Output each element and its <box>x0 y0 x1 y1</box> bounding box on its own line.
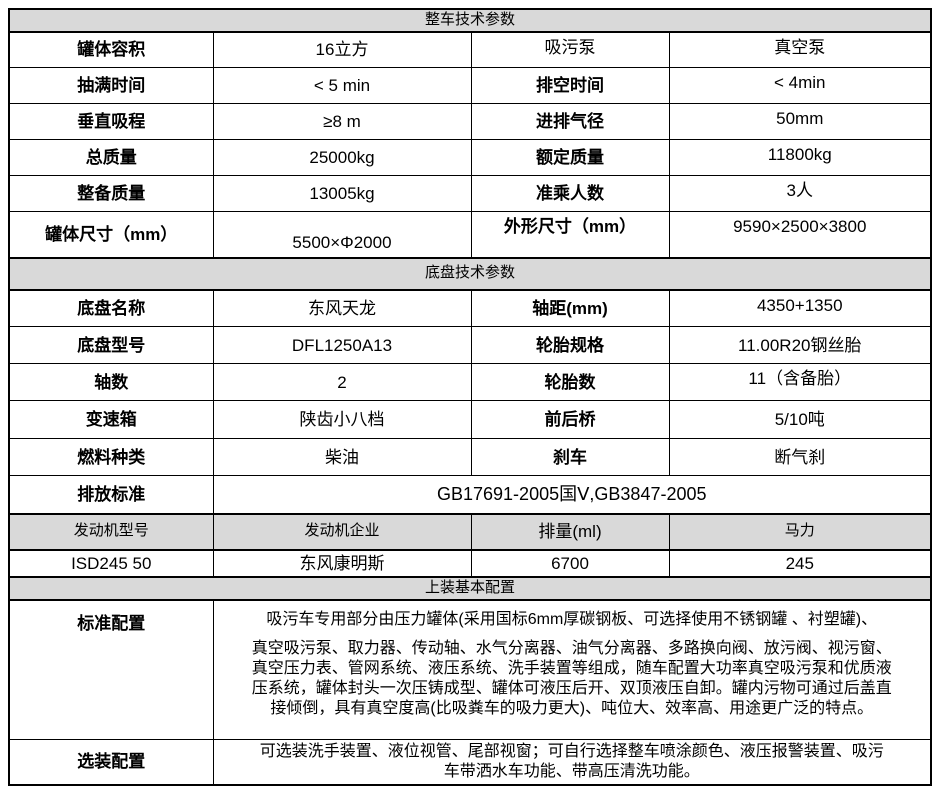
spec-label-cell: 外形尺寸（mm） <box>470 211 670 259</box>
optional-config-row: 选装配置 可选装洗手装置、液位视管、尾部视窗；可自行选择整车喷涂颜色、液压报警装… <box>8 739 932 786</box>
spec-value-cell: 5500×Φ2000 <box>212 211 472 259</box>
vehicle-spec-table: 整车技术参数 罐体容积 16立方 吸污泵 真空泵 抽满时间 < 5 min 排空… <box>8 8 933 786</box>
spec-label-cell: 罐体尺寸（mm） <box>8 211 214 259</box>
spec-label-cell: 变速箱 <box>8 400 214 440</box>
spec-value-cell: 4350+1350 <box>668 289 932 328</box>
engine-header-cell: 发动机企业 <box>212 512 472 551</box>
spec-label-cell: 底盘名称 <box>8 289 214 328</box>
spec-value-cell: 5/10吨 <box>668 400 932 440</box>
spec-label-cell: 总质量 <box>8 139 214 177</box>
spec-value-cell: 陕齿小八档 <box>212 400 472 440</box>
emission-standard-value: GB17691-2005国Ⅴ,GB3847-2005 <box>212 475 932 515</box>
spec-label-cell: 整备质量 <box>8 175 214 213</box>
spec-value-cell: 断气刹 <box>668 438 932 477</box>
spec-label-cell: 轮胎数 <box>470 363 670 402</box>
engine-value-cell: ISD245 50 <box>8 549 214 578</box>
spec-label-cell: 准乘人数 <box>470 175 670 213</box>
engine-values-row: ISD245 50 东风康明斯 6700 245 <box>8 549 932 578</box>
engine-value-cell: 东风康明斯 <box>212 549 472 578</box>
spec-label-cell: 轴距(mm) <box>470 289 670 328</box>
table-row: 垂直吸程 ≥8 m 进排气径 50mm <box>8 103 932 141</box>
spec-value-cell: 11（含备胎） <box>668 363 932 402</box>
optional-config-label: 选装配置 <box>8 739 214 786</box>
table-row: 总质量 25000kg 额定质量 11800kg <box>8 139 932 177</box>
spec-value-cell: 25000kg <box>212 139 472 177</box>
engine-value-cell: 245 <box>668 549 932 578</box>
section-title-chassis: 底盘技术参数 <box>8 256 932 291</box>
table-row: 排放标准 GB17691-2005国Ⅴ,GB3847-2005 <box>8 475 932 515</box>
spec-value-cell: < 4min <box>668 67 932 105</box>
table-row: 轴数 2 轮胎数 11（含备胎） <box>8 363 932 402</box>
table-row: 罐体尺寸（mm） 5500×Φ2000 外形尺寸（mm） 9590×2500×3… <box>8 211 932 259</box>
spec-value-cell: < 5 min <box>212 67 472 105</box>
table-row: 燃料种类 柴油 刹车 断气刹 <box>8 438 932 477</box>
optional-config-text-cell: 可选装洗手装置、液位视管、尾部视窗；可自行选择整车喷涂颜色、液压报警装置、吸污 … <box>212 739 932 786</box>
standard-config-text-cell: 吸污车专用部分由压力罐体(采用国标6mm厚碳钢板、可选择使用不锈钢罐 、衬塑罐)… <box>212 599 932 740</box>
table-row: 底盘名称 东风天龙 轴距(mm) 4350+1350 <box>8 289 932 328</box>
engine-header-cell: 排量(ml) <box>470 512 670 551</box>
engine-header-row: 发动机型号 发动机企业 排量(ml) 马力 <box>8 512 932 551</box>
table-row: 抽满时间 < 5 min 排空时间 < 4min <box>8 67 932 105</box>
spec-label-cell: 进排气径 <box>470 103 670 141</box>
spec-label-cell: 抽满时间 <box>8 67 214 105</box>
spec-label-cell: 轴数 <box>8 363 214 402</box>
engine-value-cell: 6700 <box>470 549 670 578</box>
spec-value-cell: 柴油 <box>212 438 472 477</box>
optional-config-text: 可选装洗手装置、液位视管、尾部视窗；可自行选择整车喷涂颜色、液压报警装置、吸污 … <box>259 743 884 780</box>
standard-config-paragraph-2: 真空吸污泵、取力器、传动轴、水气分离器、油气分离器、多路换向阀、放污阀、视污窗、… <box>251 639 892 717</box>
engine-header-cell: 马力 <box>668 512 932 551</box>
spec-value-cell: 11.00R20钢丝胎 <box>668 326 932 365</box>
spec-value-cell: 13005kg <box>212 175 472 213</box>
spec-label-cell: 燃料种类 <box>8 438 214 477</box>
spec-value-cell: 50mm <box>668 103 932 141</box>
spec-label-cell: 额定质量 <box>470 139 670 177</box>
section-header-chassis: 底盘技术参数 <box>8 256 932 291</box>
spec-label-cell: 垂直吸程 <box>8 103 214 141</box>
table-row: 整备质量 13005kg 准乘人数 3人 <box>8 175 932 213</box>
spec-label-cell: 排空时间 <box>470 67 670 105</box>
section-header-body: 上装基本配置 <box>8 575 932 601</box>
spec-value-cell: 吸污泵 <box>470 31 670 69</box>
spec-label-cell: 罐体容积 <box>8 31 214 69</box>
spec-value-cell: 3人 <box>668 175 932 213</box>
spec-value-cell: 东风天龙 <box>212 289 472 328</box>
section-header-vehicle: 整车技术参数 <box>8 8 932 33</box>
spec-value-cell: 16立方 <box>212 31 472 69</box>
spec-value-cell: DFL1250A13 <box>212 326 472 365</box>
spec-label-cell: 轮胎规格 <box>470 326 670 365</box>
spec-value-cell: 2 <box>212 363 472 402</box>
section-title-vehicle: 整车技术参数 <box>8 8 932 33</box>
spec-label-cell: 底盘型号 <box>8 326 214 365</box>
spec-value-cell: ≥8 m <box>212 103 472 141</box>
standard-config-paragraph-1: 吸污车专用部分由压力罐体(采用国标6mm厚碳钢板、可选择使用不锈钢罐 、衬塑罐)… <box>266 610 878 628</box>
spec-value-cell: 11800kg <box>668 139 932 177</box>
spec-label-cell: 刹车 <box>470 438 670 477</box>
standard-config-label: 标准配置 <box>8 599 214 740</box>
spec-value-cell: 真空泵 <box>668 31 932 69</box>
standard-config-row: 标准配置 吸污车专用部分由压力罐体(采用国标6mm厚碳钢板、可选择使用不锈钢罐 … <box>8 599 932 740</box>
spec-label-cell: 前后桥 <box>470 400 670 440</box>
section-title-body: 上装基本配置 <box>8 575 932 601</box>
spec-label-cell: 排放标准 <box>8 475 214 515</box>
table-row: 底盘型号 DFL1250A13 轮胎规格 11.00R20钢丝胎 <box>8 326 932 365</box>
spec-value-cell: 9590×2500×3800 <box>668 211 932 259</box>
table-row: 罐体容积 16立方 吸污泵 真空泵 <box>8 31 932 69</box>
table-row: 变速箱 陕齿小八档 前后桥 5/10吨 <box>8 400 932 440</box>
engine-header-cell: 发动机型号 <box>8 512 214 551</box>
